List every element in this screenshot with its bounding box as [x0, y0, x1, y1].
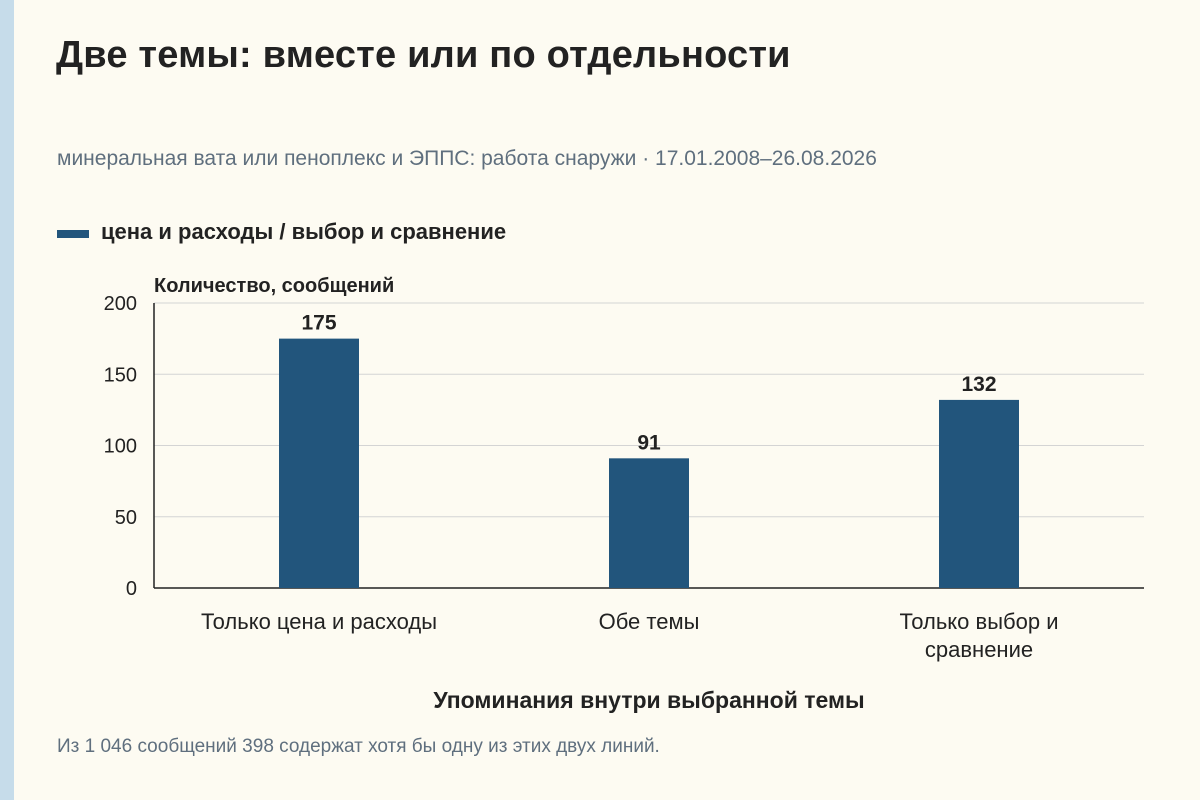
data-label: 91 [637, 431, 661, 454]
y-tick-label: 200 [104, 293, 137, 315]
y-axis-label: Количество, сообщений [154, 275, 394, 297]
x-tick-label: Только выбор и сравнение [900, 609, 1059, 662]
x-tick-label: Обе темы [599, 609, 700, 634]
bar [939, 399, 1019, 588]
chart-subtitle: минеральная вата или пеноплекс и ЭППС: р… [57, 147, 877, 170]
accent-strip [0, 0, 14, 800]
footnote: Из 1 046 сообщений 398 содержат хотя бы … [57, 736, 660, 757]
bar [609, 458, 689, 588]
y-tick-label: 150 [104, 364, 137, 386]
x-axis-label: Упоминания внутри выбранной темы [433, 687, 864, 713]
legend-label: цена и расходы / выбор и сравнение [101, 219, 507, 244]
chart-title: Две темы: вместе или по отдельности [56, 34, 791, 76]
y-tick-label: 100 [104, 436, 137, 458]
bar [279, 338, 359, 588]
y-tick-label: 0 [126, 578, 137, 600]
data-label: 132 [961, 373, 996, 396]
legend-swatch [57, 230, 89, 238]
legend: цена и расходы / выбор и сравнение [57, 219, 506, 245]
data-label: 175 [301, 312, 336, 335]
y-tick-label: 50 [115, 507, 137, 529]
x-tick-label: Только цена и расходы [201, 609, 437, 634]
